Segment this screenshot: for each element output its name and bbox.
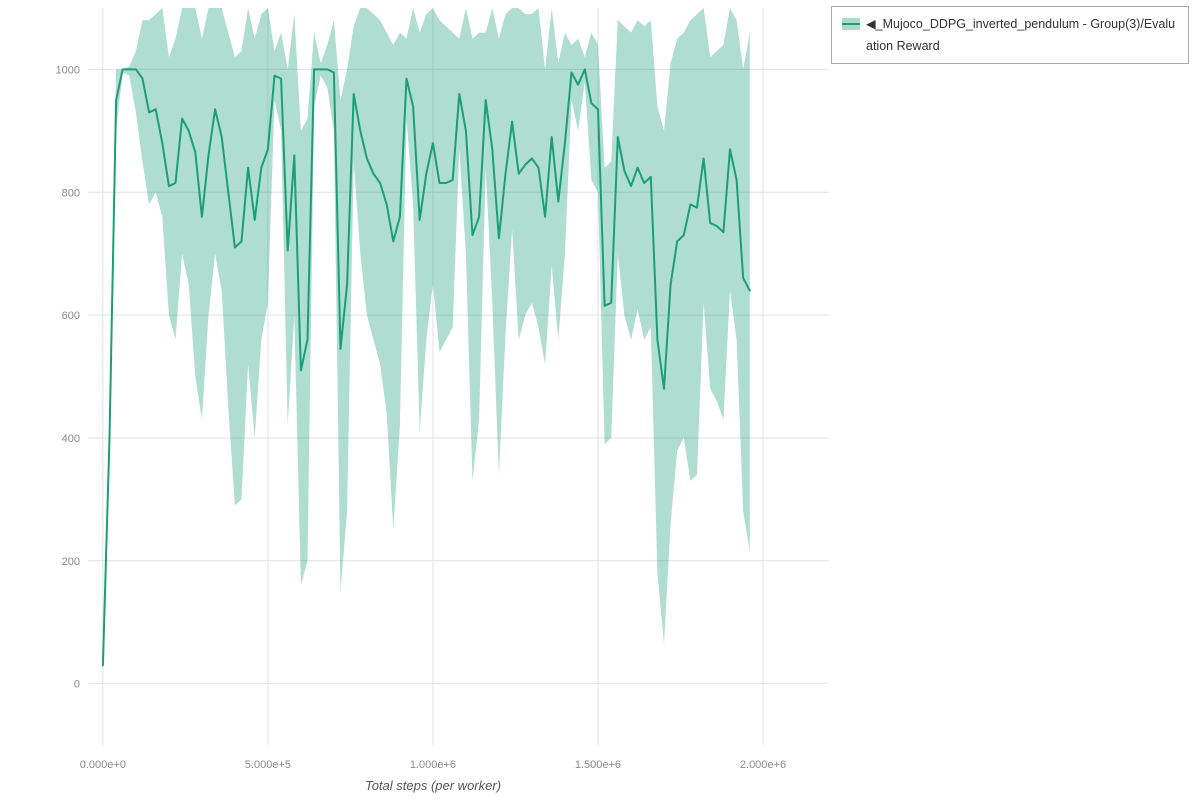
x-tick-label: 5.000e+5 <box>245 759 291 771</box>
collapse-triangle-icon[interactable]: ◀ <box>866 17 876 31</box>
y-tick-label: 400 <box>62 433 80 445</box>
x-tick-label: 1.500e+6 <box>575 759 621 771</box>
x-tick-label: 2.000e+6 <box>740 759 786 771</box>
legend-swatch <box>842 18 860 30</box>
x-axis-label: Total steps (per worker) <box>364 778 502 793</box>
y-tick-label: 600 <box>62 310 80 322</box>
reward-line <box>101 68 751 667</box>
y-tick-label: 1000 <box>56 64 80 76</box>
y-tick-label: 800 <box>62 187 80 199</box>
confidence-band <box>102 8 750 669</box>
legend-label: _Mujoco_DDPG_inverted_pendulum - Group(3… <box>866 17 1176 53</box>
x-tick-label: 0.000e+0 <box>80 759 126 771</box>
x-tick-label: 1.000e+6 <box>410 759 456 771</box>
y-tick-label: 200 <box>62 556 80 568</box>
y-tick-label: 0 <box>74 679 80 691</box>
legend-text: ◀_Mujoco_DDPG_inverted_pendulum - Group(… <box>866 13 1178 57</box>
legend-item[interactable]: ◀_Mujoco_DDPG_inverted_pendulum - Group(… <box>831 6 1189 64</box>
legend-swatch-line <box>842 23 860 25</box>
